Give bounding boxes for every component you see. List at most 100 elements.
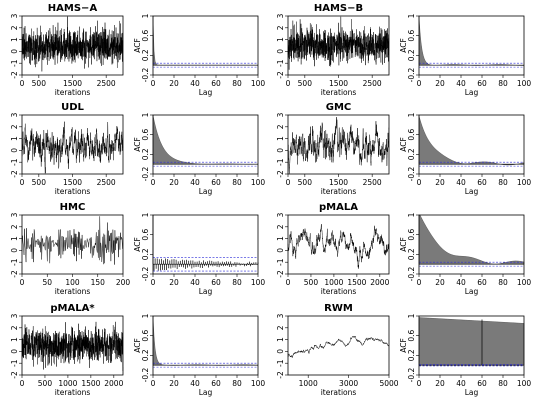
hams-a-trace-xtick-label: 500 <box>32 79 47 88</box>
pmala-acf-ytick-label: -0.2 <box>407 266 416 281</box>
hmc-trace-title: HMC <box>60 202 86 213</box>
rwm-acf-panel: 0 20 40 60 80 100 -0.2 0.2 0.6 1 Lag ACF <box>399 313 531 397</box>
hams-a-trace-xtick-label: 0 <box>20 79 25 88</box>
pmala-star-acf-ylabel: ACF <box>133 338 142 353</box>
hams-b-trace-xtick-label: 2500 <box>363 79 382 88</box>
hmc-trace-ytick-label: 3 <box>10 212 19 217</box>
hams-b-acf-xtick-label: 100 <box>517 79 532 88</box>
rwm-acf-xlabel: Lag <box>465 388 479 397</box>
hmc-acf-xlabel: Lag <box>199 287 213 296</box>
pmala-acf-area <box>418 214 525 265</box>
hams-b-acf-xtick-label: 80 <box>498 79 508 88</box>
udl-acf-frame <box>152 114 259 175</box>
gmc-trace-panel: GMC 0 500 1500 2500 -2 -1 0 1 2 3 iterations <box>276 102 390 196</box>
udl-acf-xtick-label: 60 <box>211 178 221 187</box>
rwm-acf-ytick-label: 0.2 <box>407 349 416 361</box>
hams-b-trace-ytick-label: 3 <box>276 13 285 18</box>
rwm-trace-ytick-label: -2 <box>276 371 285 379</box>
pmala-star-trace-series <box>21 321 124 372</box>
udl-acf-area <box>152 115 259 165</box>
hams-a-trace-ytick-label: 1 <box>10 37 19 42</box>
pmala-star-trace-ytick-label: 1 <box>10 337 19 342</box>
pmala-trace-frame <box>287 214 390 275</box>
rwm-acf-area <box>418 317 525 366</box>
pmala-acf-xtick-label: 40 <box>456 278 466 287</box>
hams-a-acf-ylabel: ACF <box>133 38 142 53</box>
pmala-star-trace-xlabel: iterations <box>55 388 91 397</box>
rwm-acf-xtick-label: 60 <box>477 379 487 388</box>
udl-acf-ylabel: ACF <box>133 137 142 152</box>
pmala-acf-xtick-label: 0 <box>417 278 422 287</box>
hmc-trace-xtick-label: 150 <box>91 278 106 287</box>
pmala-star-trace-ytick-label: 0 <box>10 349 19 354</box>
hams-a-trace-ytick-label: 3 <box>10 13 19 18</box>
pmala-star-trace-panel: pMALA* 0 500 1000 1500 2000 -2 -1 0 1 2 3 iterations <box>10 303 124 397</box>
hams-b-trace-ytick-label: 2 <box>276 25 285 30</box>
hmc-trace-xtick-label: 100 <box>65 278 80 287</box>
gmc-acf-ylabel: ACF <box>399 137 408 152</box>
pmala-trace-ytick-label: 3 <box>276 212 285 217</box>
udl-trace-xtick-label: 2500 <box>97 178 116 187</box>
gmc-trace-ytick-label: 2 <box>276 124 285 129</box>
gmc-acf-frame <box>418 114 525 175</box>
hams-a-acf-panel: 0 20 40 60 80 100 -0.2 0.2 0.6 1 Lag ACF <box>133 13 265 97</box>
rwm-trace-ytick-label: -1 <box>276 359 285 367</box>
hams-b-trace-panel: HAMS−B 0 500 1500 2500 -2 -1 0 1 2 3 iterations <box>276 3 390 97</box>
hmc-acf-xtick-label: 0 <box>151 278 156 287</box>
udl-trace-series <box>21 121 124 174</box>
pmala-trace-ytick-label: 2 <box>276 224 285 229</box>
hams-b-trace-xlabel: iterations <box>321 88 357 97</box>
hams-b-trace-ytick-label: 0 <box>276 49 285 54</box>
pmala-acf-panel: 0 20 40 60 80 100 -0.2 0.2 0.6 1 Lag ACF <box>399 212 531 296</box>
udl-trace-ytick-label: -2 <box>10 170 19 178</box>
hams-b-trace-title: HAMS−B <box>314 3 363 14</box>
hmc-acf-panel: 0 20 40 60 80 100 -0.2 0.2 0.6 1 Lag ACF <box>133 212 265 296</box>
hmc-acf-ytick-label: 0.6 <box>141 228 150 240</box>
hams-b-trace-series <box>287 16 390 70</box>
pmala-star-trace-ytick-label: -1 <box>10 359 19 367</box>
gmc-trace-ytick-label: -1 <box>276 158 285 166</box>
hams-a-acf-xlabel: Lag <box>199 88 213 97</box>
rwm-acf-xtick-label: 0 <box>417 379 422 388</box>
hams-a-acf-ytick-label: 0.2 <box>141 49 150 61</box>
gmc-acf-xtick-label: 20 <box>435 178 445 187</box>
pmala-star-trace-xtick-label: 500 <box>38 379 53 388</box>
hams-a-trace-panel: HAMS−A 0 500 1500 2500 -2 -1 0 1 2 3 iterations <box>10 3 124 97</box>
hams-b-trace-xtick-label: 0 <box>286 79 291 88</box>
rwm-trace-ytick-label: 2 <box>276 325 285 330</box>
rwm-acf-xtick-label: 80 <box>498 379 508 388</box>
hams-a-acf-xtick-label: 60 <box>211 79 221 88</box>
hams-b-acf-xtick-label: 0 <box>417 79 422 88</box>
pmala-acf-xlabel: Lag <box>465 287 479 296</box>
pmala-trace-xtick-label: 1500 <box>347 278 366 287</box>
hams-b-acf-xtick-label: 60 <box>477 79 487 88</box>
hmc-acf-ytick-label: 1 <box>141 212 150 217</box>
rwm-trace-xtick-label: 5000 <box>379 379 398 388</box>
pmala-star-acf-panel: 0 20 40 60 80 100 -0.2 0.2 0.6 1 Lag ACF <box>133 313 265 397</box>
pmala-star-trace-xtick-label: 2000 <box>104 379 123 388</box>
hams-b-acf-frame <box>418 15 525 76</box>
udl-trace-panel: UDL 0 500 1500 2500 -2 -1 0 1 2 3 iterations <box>10 102 124 196</box>
hmc-trace-xtick-label: 200 <box>116 278 131 287</box>
pmala-star-acf-xtick-label: 80 <box>232 379 242 388</box>
udl-acf-ytick-label: 0.2 <box>141 148 150 160</box>
rwm-acf-ytick-label: 1 <box>407 313 416 318</box>
pmala-star-acf-ytick-label: 0.2 <box>141 349 150 361</box>
pmala-star-acf-xtick-label: 0 <box>151 379 156 388</box>
hams-b-trace-ytick-label: -2 <box>276 71 285 79</box>
gmc-trace-xtick-label: 0 <box>286 178 291 187</box>
udl-trace-title: UDL <box>61 102 84 113</box>
udl-acf-xtick-label: 100 <box>251 178 266 187</box>
pmala-trace-ytick-label: 1 <box>276 236 285 241</box>
hams-a-trace-xtick-label: 2500 <box>97 79 116 88</box>
gmc-acf-panel: 0 20 40 60 80 100 -0.2 0.2 0.6 1 Lag ACF <box>399 112 531 196</box>
pmala-star-trace-xtick-label: 0 <box>20 379 25 388</box>
rwm-trace-frame <box>287 315 390 376</box>
rwm-trace-ytick-label: 3 <box>276 313 285 318</box>
hmc-acf-frame <box>152 214 259 275</box>
pmala-star-acf-ytick-label: 0.6 <box>141 329 150 341</box>
pmala-trace-panel: pMALA 0 500 1000 1500 2000 -2 -1 0 1 2 3 iterations <box>276 202 390 296</box>
gmc-trace-xlabel: iterations <box>321 187 357 196</box>
gmc-acf-ytick-label: -0.2 <box>407 166 416 181</box>
